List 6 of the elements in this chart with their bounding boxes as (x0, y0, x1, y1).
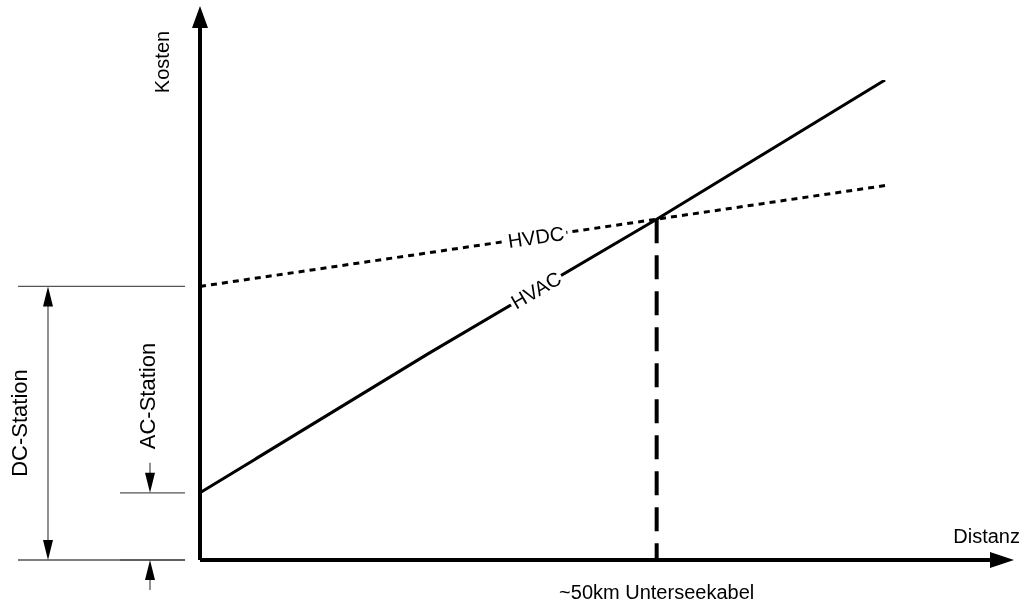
text: HVDC (504, 221, 568, 253)
text: AC-Station (135, 342, 160, 449)
text: DC-Station (7, 369, 32, 477)
x-axis-title: Distanz (953, 525, 1020, 547)
y-axis-title: Kosten (151, 30, 173, 94)
text: ~50km Unterseekabel (559, 581, 755, 603)
